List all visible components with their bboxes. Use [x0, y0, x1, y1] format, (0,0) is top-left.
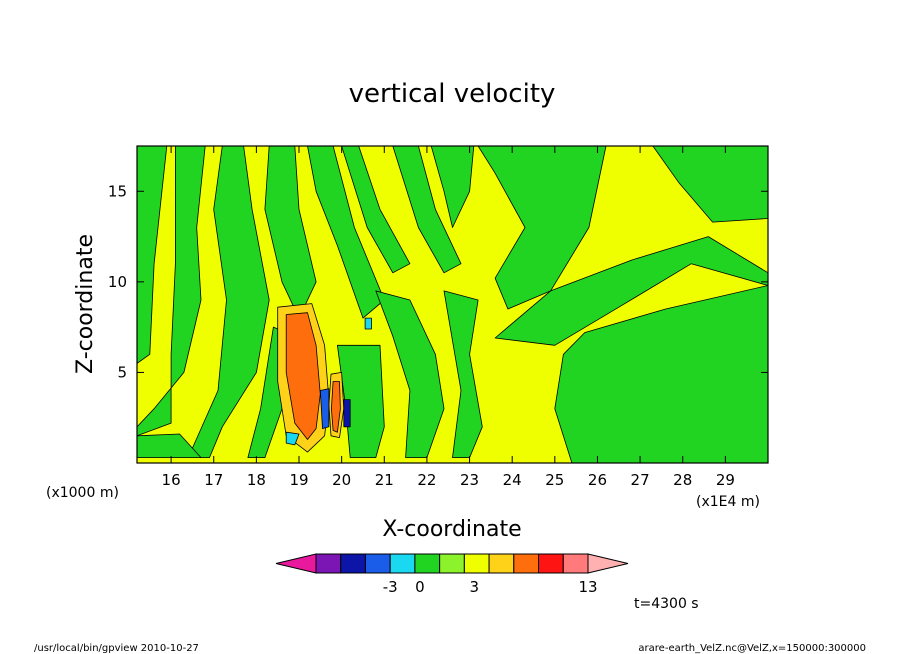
- contour-downdraft: [319, 388, 330, 429]
- colorbar-arrow-low: [275, 553, 317, 574]
- colorbar-tick-label: 13: [578, 578, 597, 596]
- y-tick-label: 15: [108, 182, 127, 200]
- colorbar-swatch: [389, 553, 416, 574]
- colorbar-swatch: [340, 553, 366, 574]
- x-tick-label: 16: [162, 471, 181, 489]
- contour-negative-region: [187, 146, 270, 458]
- contour-updraft-core: [285, 312, 321, 440]
- x-tick-label: 28: [673, 471, 692, 489]
- x-tick-label: 24: [503, 471, 522, 489]
- colorbar-swatch: [439, 553, 465, 574]
- contour-negative-region: [137, 433, 202, 458]
- colorbar-tick-label: -3: [383, 578, 398, 596]
- x-tick-label: 23: [460, 471, 479, 489]
- contour-updraft-secondary-core: [331, 381, 341, 433]
- contour-negative-region: [477, 146, 607, 310]
- colorbar-arrow-high: [587, 553, 629, 574]
- contour-negative-region: [137, 146, 206, 437]
- contour-negative-region: [264, 146, 317, 319]
- plot-area: 16 17 18 19 20 21 22 23 24 25 26 27 28 29 5 10 15: [108, 145, 769, 489]
- colorbar-tick-label: 0: [415, 578, 425, 596]
- x-tick-label: 29: [716, 471, 735, 489]
- y-axis: 5 10 15: [108, 182, 768, 381]
- contour-negative-region: [554, 285, 768, 463]
- contour-downdraft-spot: [285, 431, 300, 446]
- y-axis-unit: (x1000 m): [46, 485, 119, 501]
- colorbar: -3 0 3 13: [275, 553, 629, 596]
- contour-negative-region: [652, 146, 768, 223]
- plot-frame: [136, 145, 769, 464]
- colorbar-swatch: [315, 553, 342, 574]
- footer-left: /usr/local/bin/gpview 2010-10-27: [34, 643, 199, 654]
- x-tick-label: 22: [417, 471, 436, 489]
- x-tick-label: 18: [247, 471, 266, 489]
- x-tick-label: 17: [204, 471, 223, 489]
- colorbar-swatch: [538, 553, 564, 574]
- x-tick-label: 21: [375, 471, 394, 489]
- x-tick-label: 19: [289, 471, 308, 489]
- x-axis-unit: (x1E4 m): [696, 494, 760, 510]
- contour-negative-region: [443, 290, 483, 458]
- x-axis: 16 17 18 19 20 21 22 23 24 25 26 27 28 29: [162, 146, 735, 489]
- x-tick-label: 27: [631, 471, 650, 489]
- contour-downdraft-spot: [364, 317, 372, 330]
- colorbar-swatch: [513, 553, 540, 574]
- colorbar-swatch: [463, 553, 490, 574]
- contour-negative-region: [307, 146, 385, 319]
- x-tick-label: 25: [545, 471, 564, 489]
- time-label: t=4300 s: [634, 596, 699, 612]
- chart-title: vertical velocity: [349, 79, 556, 109]
- colorbar-tick-label: 3: [469, 578, 479, 596]
- y-tick-label: 5: [117, 363, 127, 381]
- y-tick-label: 10: [108, 273, 127, 291]
- colorbar-swatch: [488, 553, 515, 574]
- contour-negative-region: [137, 146, 168, 364]
- contour-negative-region: [430, 146, 475, 228]
- contour-negative-region: [494, 236, 768, 346]
- contour-field: [137, 146, 768, 463]
- contour-negative-region: [392, 146, 462, 274]
- colorbar-swatch: [562, 553, 589, 574]
- colorbar-swatch: [414, 553, 441, 574]
- contour-downdraft: [343, 399, 351, 428]
- x-tick-label: 26: [588, 471, 607, 489]
- colorbar-swatch: [364, 553, 391, 574]
- footer-right: arare-earth_VelZ.nc@VelZ,x=150000:300000: [638, 643, 866, 654]
- y-axis-label: Z-coordinate: [73, 234, 98, 374]
- x-tick-label: 20: [332, 471, 351, 489]
- contour-negative-region: [341, 146, 411, 274]
- x-axis-label: X-coordinate: [382, 517, 521, 542]
